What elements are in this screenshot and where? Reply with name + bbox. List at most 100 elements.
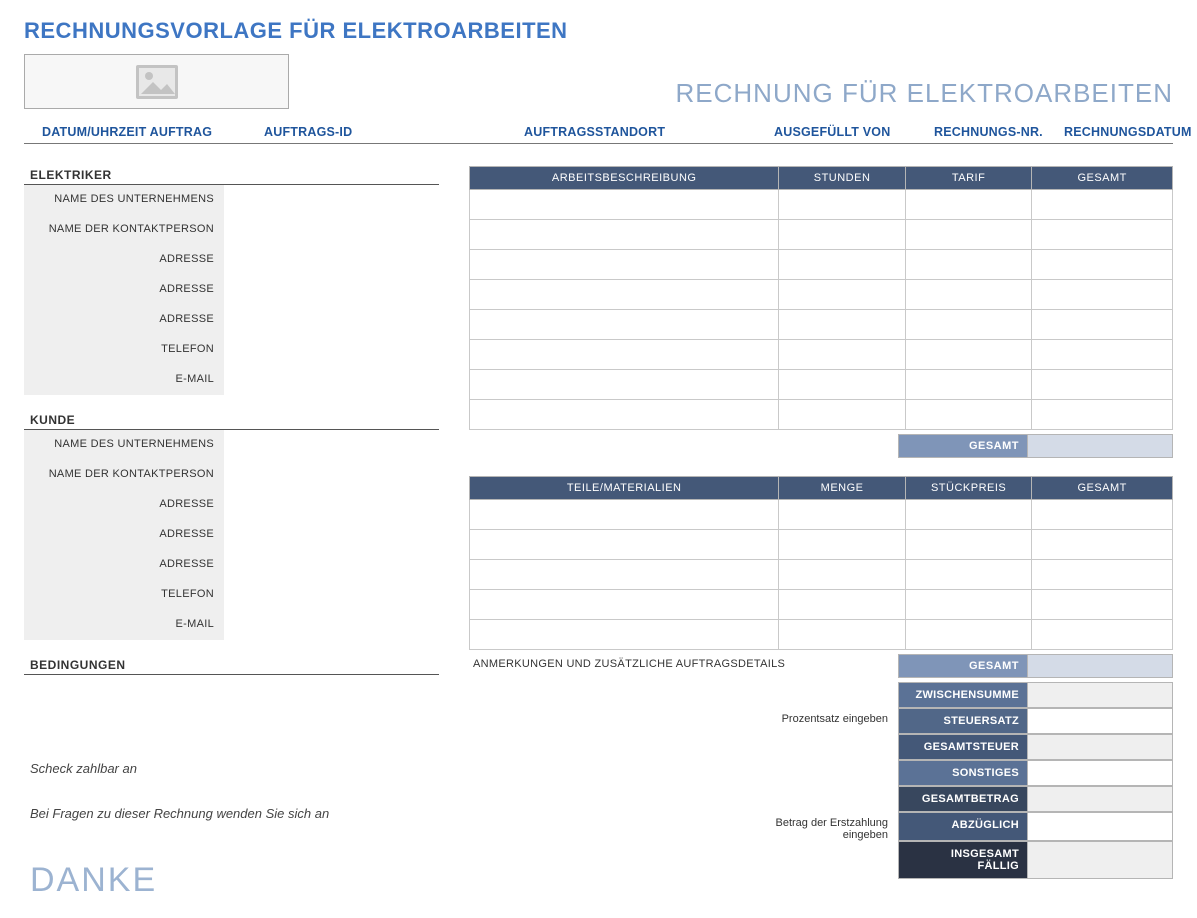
parts-header-3: GESAMT bbox=[1032, 477, 1173, 500]
labor-cell[interactable] bbox=[779, 250, 906, 280]
labor-cell[interactable] bbox=[905, 400, 1032, 430]
customer-phone-label: TELEFON bbox=[24, 580, 224, 610]
labor-row bbox=[470, 220, 1173, 250]
electrician-address1-value[interactable] bbox=[224, 245, 439, 275]
parts-header-1: MENGE bbox=[779, 477, 906, 500]
labor-cell[interactable] bbox=[779, 220, 906, 250]
customer-address1-value[interactable] bbox=[224, 490, 439, 520]
parts-cell[interactable] bbox=[470, 590, 779, 620]
total-value-5[interactable] bbox=[1028, 812, 1173, 841]
customer-email-value[interactable] bbox=[224, 610, 439, 640]
parts-cell[interactable] bbox=[779, 500, 906, 530]
parts-cell[interactable] bbox=[905, 500, 1032, 530]
terms-section: BEDINGUNGEN bbox=[24, 656, 439, 675]
customer-email-label: E-MAIL bbox=[24, 610, 224, 640]
thanks-text: DANKE bbox=[30, 861, 439, 900]
meta-header-bar: DATUM/UHRZEIT AUFTRAG AUFTRAGS-ID AUFTRA… bbox=[24, 119, 1173, 144]
labor-cell[interactable] bbox=[779, 400, 906, 430]
labor-subtotal-value[interactable] bbox=[1028, 434, 1173, 458]
terms-value[interactable] bbox=[24, 675, 439, 735]
parts-cell[interactable] bbox=[470, 560, 779, 590]
total-value-3[interactable] bbox=[1028, 760, 1173, 786]
labor-cell[interactable] bbox=[1032, 400, 1173, 430]
labor-header-3: GESAMT bbox=[1032, 167, 1173, 190]
customer-address2-label: ADRESSE bbox=[24, 520, 224, 550]
parts-cell[interactable] bbox=[779, 530, 906, 560]
total-label-0: ZWISCHENSUMME bbox=[898, 682, 1028, 708]
labor-cell[interactable] bbox=[1032, 370, 1173, 400]
parts-cell[interactable] bbox=[1032, 590, 1173, 620]
parts-cell[interactable] bbox=[1032, 560, 1173, 590]
parts-cell[interactable] bbox=[779, 560, 906, 590]
labor-cell[interactable] bbox=[470, 370, 779, 400]
parts-cell[interactable] bbox=[470, 530, 779, 560]
parts-cell[interactable] bbox=[1032, 500, 1173, 530]
labor-cell[interactable] bbox=[905, 190, 1032, 220]
parts-row bbox=[470, 560, 1173, 590]
labor-cell[interactable] bbox=[1032, 220, 1173, 250]
electrician-address3-label: ADRESSE bbox=[24, 305, 224, 335]
labor-cell[interactable] bbox=[905, 250, 1032, 280]
labor-cell[interactable] bbox=[779, 370, 906, 400]
document-subtitle: RECHNUNG FÜR ELEKTROARBEITEN bbox=[676, 78, 1174, 109]
labor-cell[interactable] bbox=[905, 370, 1032, 400]
electrician-address2-value[interactable] bbox=[224, 275, 439, 305]
labor-cell[interactable] bbox=[779, 310, 906, 340]
labor-cell[interactable] bbox=[1032, 340, 1173, 370]
parts-cell[interactable] bbox=[1032, 530, 1173, 560]
labor-cell[interactable] bbox=[470, 400, 779, 430]
labor-cell[interactable] bbox=[470, 220, 779, 250]
labor-cell[interactable] bbox=[1032, 250, 1173, 280]
electrician-address2-label: ADRESSE bbox=[24, 275, 224, 305]
labor-cell[interactable] bbox=[1032, 190, 1173, 220]
total-label-4: GESAMTBETRAG bbox=[898, 786, 1028, 812]
electrician-phone-value[interactable] bbox=[224, 335, 439, 365]
customer-contact-value[interactable] bbox=[224, 460, 439, 490]
electrician-company-value[interactable] bbox=[224, 185, 439, 215]
labor-cell[interactable] bbox=[470, 340, 779, 370]
total-value-2[interactable] bbox=[1028, 734, 1173, 760]
parts-row bbox=[470, 590, 1173, 620]
labor-cell[interactable] bbox=[470, 280, 779, 310]
total-value-0[interactable] bbox=[1028, 682, 1173, 708]
customer-company-value[interactable] bbox=[224, 430, 439, 460]
parts-subtotal-value[interactable] bbox=[1028, 654, 1173, 678]
customer-phone-value[interactable] bbox=[224, 580, 439, 610]
total-value-4[interactable] bbox=[1028, 786, 1173, 812]
labor-cell[interactable] bbox=[905, 310, 1032, 340]
parts-cell[interactable] bbox=[779, 590, 906, 620]
total-value-6[interactable] bbox=[1028, 841, 1173, 879]
parts-cell[interactable] bbox=[905, 560, 1032, 590]
inquiry-note: Bei Fragen zu dieser Rechnung wenden Sie… bbox=[30, 806, 439, 821]
total-value-1[interactable] bbox=[1028, 708, 1173, 734]
parts-cell[interactable] bbox=[470, 620, 779, 650]
parts-cell[interactable] bbox=[905, 620, 1032, 650]
labor-cell[interactable] bbox=[470, 310, 779, 340]
customer-address2-value[interactable] bbox=[224, 520, 439, 550]
parts-cell[interactable] bbox=[470, 500, 779, 530]
labor-cell[interactable] bbox=[905, 340, 1032, 370]
electrician-email-value[interactable] bbox=[224, 365, 439, 395]
labor-cell[interactable] bbox=[470, 250, 779, 280]
labor-cell[interactable] bbox=[779, 340, 906, 370]
customer-address3-value[interactable] bbox=[224, 550, 439, 580]
parts-cell[interactable] bbox=[905, 530, 1032, 560]
parts-cell[interactable] bbox=[1032, 620, 1173, 650]
total-note-4 bbox=[469, 786, 898, 812]
labor-row bbox=[470, 280, 1173, 310]
labor-cell[interactable] bbox=[1032, 280, 1173, 310]
labor-cell[interactable] bbox=[779, 280, 906, 310]
electrician-address3-value[interactable] bbox=[224, 305, 439, 335]
parts-cell[interactable] bbox=[779, 620, 906, 650]
electrician-contact-value[interactable] bbox=[224, 215, 439, 245]
labor-cell[interactable] bbox=[905, 220, 1032, 250]
meta-date-label: DATUM/UHRZEIT AUFTRAG bbox=[24, 125, 264, 139]
labor-cell[interactable] bbox=[905, 280, 1032, 310]
labor-cell[interactable] bbox=[779, 190, 906, 220]
labor-cell[interactable] bbox=[1032, 310, 1173, 340]
labor-cell[interactable] bbox=[470, 190, 779, 220]
labor-header-2: TARIF bbox=[905, 167, 1032, 190]
parts-cell[interactable] bbox=[905, 590, 1032, 620]
parts-row bbox=[470, 500, 1173, 530]
labor-row bbox=[470, 310, 1173, 340]
